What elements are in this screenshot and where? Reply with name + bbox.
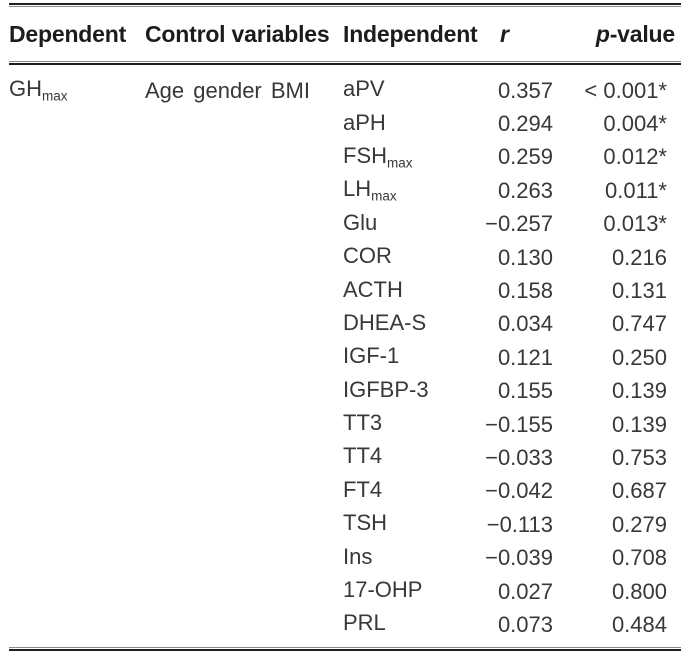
cell-independent: aPH bbox=[343, 109, 386, 135]
table-header-rule bbox=[9, 61, 681, 65]
cell-p-value: 0.004* bbox=[603, 111, 667, 137]
cell-r-value: 0.259 bbox=[497, 144, 553, 170]
cell-p-value: 0.216 bbox=[611, 244, 667, 270]
col-header-r: r bbox=[483, 21, 553, 48]
cell-p-value: 0.708 bbox=[611, 545, 667, 571]
table-body: GHmax Age gender BMI aPV 0.357 < 0.001* … bbox=[9, 65, 676, 642]
cell-independent: TT4 bbox=[343, 443, 383, 469]
cell-independent: TSH bbox=[343, 510, 387, 536]
cell-p-value: 0.687 bbox=[611, 478, 667, 504]
col-header-independent: Independent bbox=[343, 20, 478, 47]
cell-p-value: 0.800 bbox=[611, 578, 667, 604]
cell-p-value: 0.747 bbox=[611, 311, 667, 337]
cell-p-value: 0.011* bbox=[605, 177, 667, 203]
table-bottom-rule bbox=[9, 646, 681, 651]
col-header-p-value: p-value bbox=[553, 21, 676, 48]
cell-r-value: −0.039 bbox=[485, 545, 553, 571]
cell-r-value: 0.263 bbox=[497, 177, 553, 203]
cell-p-value: 0.131 bbox=[611, 278, 667, 304]
cell-r-value: 0.121 bbox=[497, 344, 553, 370]
correlation-table: Dependent Control variables Independent … bbox=[0, 3, 685, 661]
cell-independent: FSHmax bbox=[343, 142, 413, 171]
cell-independent: PRL bbox=[343, 610, 386, 636]
cell-r-value: 0.073 bbox=[497, 611, 553, 637]
r-italic-label: r bbox=[500, 20, 509, 47]
cell-p-value: 0.279 bbox=[611, 511, 667, 537]
cell-independent: FT4 bbox=[343, 476, 383, 502]
cell-p-value: 0.012* bbox=[603, 144, 667, 170]
cell-independent: ACTH bbox=[343, 276, 403, 302]
cell-p-value: 0.139 bbox=[611, 411, 667, 437]
table-header-row: Dependent Control variables Independent … bbox=[9, 7, 676, 61]
cell-r-value: 0.294 bbox=[497, 111, 553, 137]
cell-independent: aPV bbox=[343, 76, 385, 102]
cell-independent: 17-OHP bbox=[343, 577, 423, 603]
cell-p-value: 0.484 bbox=[611, 611, 667, 637]
cell-r-value: −0.042 bbox=[485, 478, 553, 504]
cell-r-value: 0.158 bbox=[497, 278, 553, 304]
cell-r-value: −0.155 bbox=[485, 411, 553, 437]
cell-p-value: < 0.001* bbox=[584, 77, 667, 103]
col-header-control-variables: Control variables bbox=[145, 20, 330, 47]
cell-independent: IGF-1 bbox=[343, 343, 400, 369]
cell-dependent: GHmax bbox=[9, 76, 68, 104]
cell-independent: DHEA-S bbox=[343, 309, 427, 335]
cell-independent: Glu bbox=[343, 209, 378, 235]
cell-r-value: 0.155 bbox=[497, 378, 553, 404]
cell-r-value: −0.113 bbox=[486, 511, 553, 537]
cell-r-value: 0.130 bbox=[497, 244, 553, 270]
cell-independent: IGFBP-3 bbox=[343, 376, 429, 402]
p-italic-label: p bbox=[595, 20, 610, 47]
cell-p-value: 0.250 bbox=[611, 344, 667, 370]
cell-r-value: −0.257 bbox=[485, 211, 553, 237]
cell-control-variables: Age gender BMI bbox=[145, 77, 310, 103]
cell-p-value: 0.753 bbox=[611, 444, 667, 470]
cell-p-value: 0.139 bbox=[611, 378, 667, 404]
cell-r-value: 0.357 bbox=[497, 77, 553, 103]
cell-independent: LHmax bbox=[343, 176, 397, 204]
cell-independent: Ins bbox=[343, 543, 373, 569]
p-value-suffix: -value bbox=[609, 20, 675, 47]
cell-p-value: 0.013* bbox=[603, 211, 667, 237]
cell-r-value: −0.033 bbox=[485, 444, 553, 470]
col-header-dependent: Dependent bbox=[9, 20, 127, 47]
cell-r-value: 0.034 bbox=[497, 311, 553, 337]
cell-independent: COR bbox=[343, 243, 392, 269]
cell-r-value: 0.027 bbox=[497, 578, 553, 604]
cell-independent: TT3 bbox=[343, 410, 383, 436]
table-top-rule bbox=[9, 3, 681, 7]
